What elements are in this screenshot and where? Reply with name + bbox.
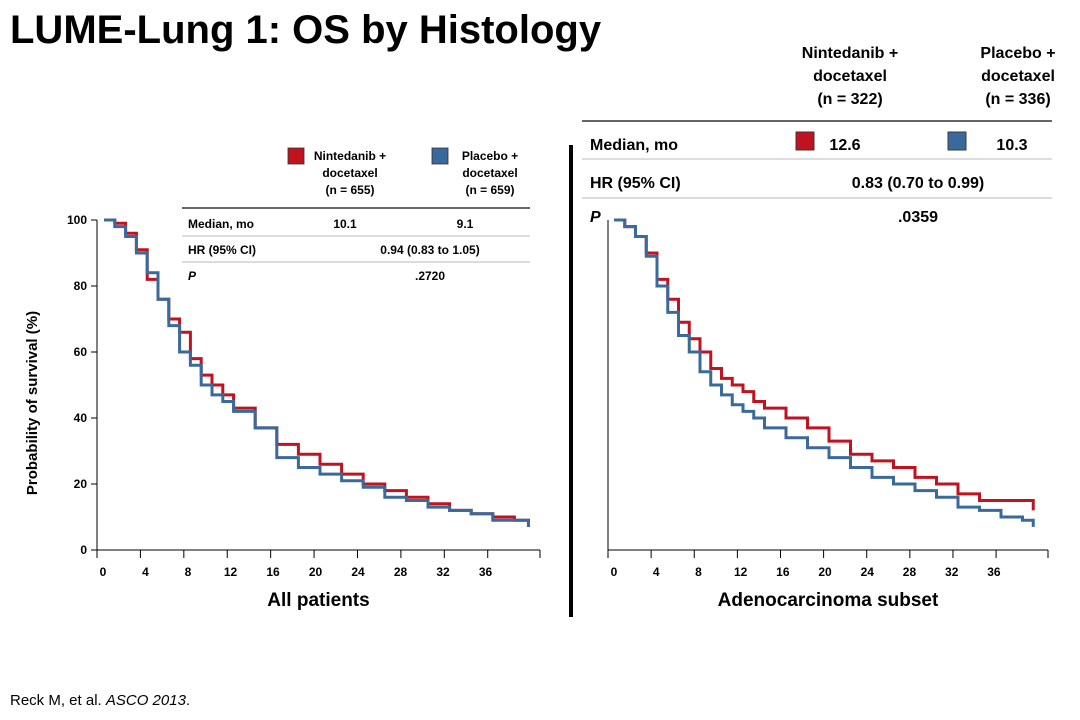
table-cell: 0.94 (0.83 to 1.05) — [380, 243, 479, 257]
x-tick-label: 12 — [224, 565, 238, 579]
table-row-label: HR (95% CI) — [188, 243, 256, 257]
table-cell: .2720 — [415, 269, 445, 283]
table-cell: 12.6 — [829, 137, 860, 154]
survival-curve-placebo — [104, 218, 530, 527]
table-row-label: P — [188, 269, 197, 283]
x-tick-label: 0 — [611, 565, 618, 579]
table-cell: 10.1 — [333, 217, 357, 231]
legend-label: (n = 322) — [817, 91, 882, 108]
median-marker — [947, 131, 967, 151]
x-tick-label: 36 — [987, 565, 1001, 579]
citation-authors: Reck M, et al. — [10, 692, 106, 709]
x-tick-label: 12 — [734, 565, 748, 579]
x-tick-label: 4 — [142, 565, 149, 579]
y-tick-label: 20 — [74, 477, 88, 491]
table-row-label: P — [590, 209, 601, 226]
y-axis-label: Probability of survival (%) — [24, 311, 41, 495]
x-tick-label: 28 — [903, 565, 917, 579]
x-tick-label: 20 — [818, 565, 832, 579]
legend-label: (n = 336) — [985, 91, 1050, 108]
legend-label: Placebo + — [462, 149, 518, 163]
table-cell: 9.1 — [457, 217, 474, 231]
x-tick-label: 20 — [309, 565, 323, 579]
survival-curve-nintedanib — [614, 218, 1035, 511]
legend-label: Placebo + — [980, 45, 1055, 62]
legend-label: docetaxel — [462, 166, 517, 180]
x-tick-label: 16 — [776, 565, 790, 579]
citation-end: . — [185, 692, 191, 709]
legend-label: docetaxel — [813, 68, 887, 85]
survival-curve-placebo — [614, 218, 1035, 527]
panel-divider — [569, 145, 573, 617]
y-tick-label: 40 — [74, 411, 88, 425]
survival-curve-nintedanib — [104, 218, 530, 527]
x-tick-label: 24 — [861, 565, 875, 579]
chart-panel-1: 0 4 8 12 16 20 24 28 32 36 0 20 40 60 80 100 Probability… — [24, 147, 541, 611]
y-tick-label: 80 — [74, 279, 88, 293]
legend-label: docetaxel — [981, 68, 1055, 85]
x-tick-label: 32 — [436, 565, 450, 579]
table-cell: .0359 — [898, 209, 938, 226]
citation: Reck M, et al. ASCO 2013. — [10, 692, 190, 709]
x-tick-label: 32 — [945, 565, 959, 579]
median-marker — [795, 131, 815, 151]
x-tick-label: 8 — [185, 565, 192, 579]
x-tick-label: 0 — [100, 565, 107, 579]
x-tick-label: 28 — [394, 565, 408, 579]
y-tick-label: 100 — [67, 213, 87, 227]
legend-swatch — [431, 147, 449, 165]
legend-label: docetaxel — [322, 166, 377, 180]
x-axis-label: All patients — [267, 590, 369, 611]
table-cell: 10.3 — [996, 137, 1027, 154]
x-axis-label: Adenocarcinoma subset — [718, 590, 939, 611]
table-row-label: Median, mo — [188, 217, 254, 231]
table-cell: 0.83 (0.70 to 0.99) — [852, 175, 985, 192]
citation-source: ASCO 2013 — [105, 692, 186, 709]
y-tick-label: 0 — [80, 543, 87, 557]
x-tick-label: 4 — [653, 565, 660, 579]
legend-label: Nintedanib + — [802, 45, 898, 62]
y-tick-label: 60 — [74, 345, 88, 359]
x-tick-label: 36 — [479, 565, 493, 579]
legend-label: Nintedanib + — [314, 149, 386, 163]
legend-label: (n = 655) — [325, 183, 374, 197]
legend-label: (n = 659) — [465, 183, 514, 197]
legend-swatch — [287, 147, 305, 165]
x-tick-label: 24 — [351, 565, 365, 579]
page-title: LUME-Lung 1: OS by Histology — [10, 8, 602, 52]
x-tick-label: 8 — [695, 565, 702, 579]
table-row-label: HR (95% CI) — [590, 175, 681, 192]
x-tick-label: 16 — [266, 565, 280, 579]
chart-panel-2: 0 4 8 12 16 20 24 28 32 36 Adenocarcinoma subset Ni… — [582, 45, 1056, 611]
table-row-label: Median, mo — [590, 137, 678, 154]
